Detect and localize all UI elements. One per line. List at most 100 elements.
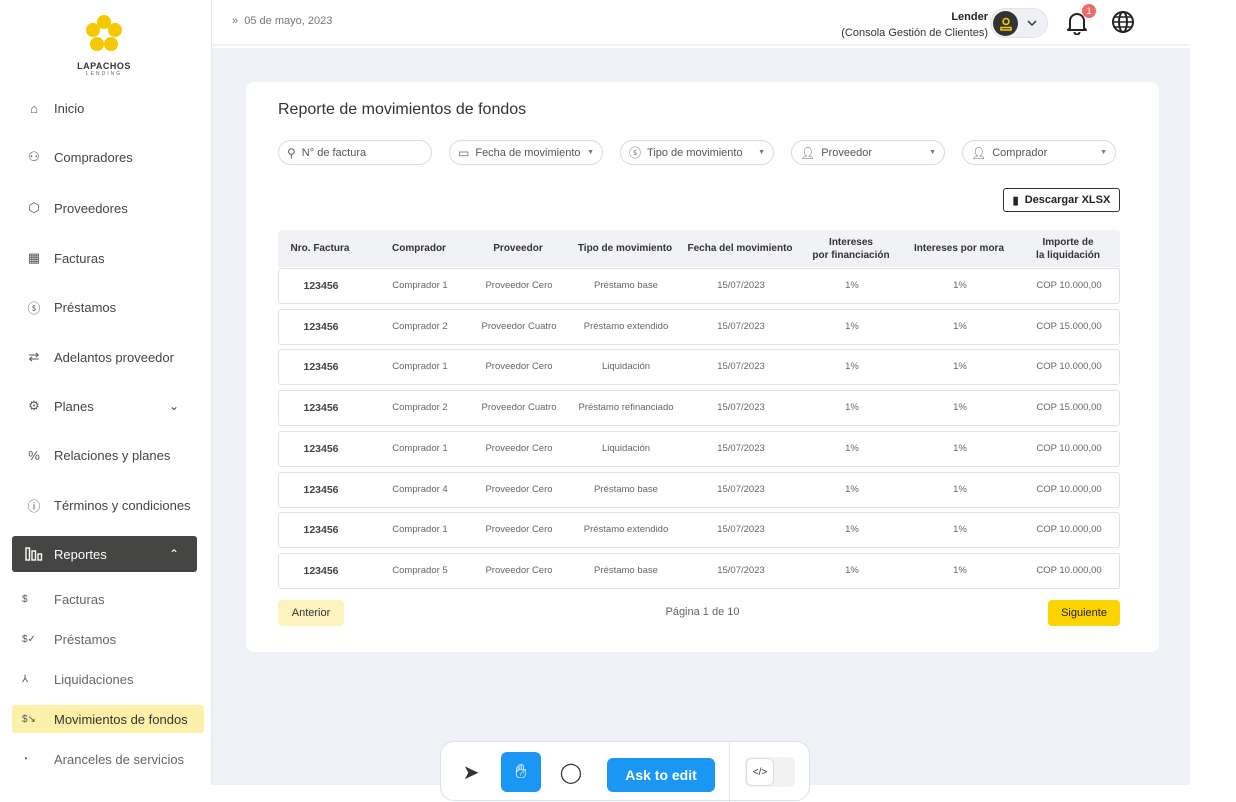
expand-icon[interactable]: » — [232, 15, 239, 27]
brand-tagline: LENDING — [85, 71, 123, 77]
search-icon: ⚲ — [287, 145, 296, 160]
sidebar-item-8[interactable]: ⓘ Términos y condiciones — [12, 487, 197, 523]
arrows-icon: ⇄ — [28, 349, 40, 364]
table-cell: 123456 — [303, 524, 339, 537]
previous-button[interactable]: Anterior — [278, 600, 344, 626]
dropdown-arrow-icon: ▼ — [1100, 149, 1107, 156]
column-header: Tipo de movimiento — [578, 242, 672, 255]
sidebar-subitem-3[interactable]: $↘ Movimientos de fondos — [12, 705, 204, 733]
table-cell: 1% — [845, 524, 859, 536]
cursor-icon[interactable]: ➤ — [462, 761, 480, 784]
bell-icon[interactable] — [1066, 11, 1088, 35]
sidebar-item-1[interactable]: ⚇ Compradores — [12, 139, 197, 175]
table-row[interactable]: 123456 Comprador 4 Proveedor Cero Préstamo … — [278, 471, 1120, 508]
calendar-icon: ▭ — [458, 145, 470, 160]
user-avatar-icon — [993, 11, 1018, 36]
percent-icon: % — [28, 447, 40, 463]
ask-to-edit-button[interactable]: Ask to edit — [607, 758, 715, 792]
sidebar-item-label: Planes — [54, 398, 94, 414]
filter-1[interactable]: ▭ Fecha de movimiento ▼ — [449, 140, 603, 165]
table-cell: 15/07/2023 — [717, 442, 765, 454]
logo: LAPACHOS LENDING — [72, 14, 136, 77]
table-cell: 1% — [845, 483, 859, 495]
sidebar-item-5[interactable]: ⇄ Adelantos proveedor — [12, 339, 197, 375]
table-row[interactable]: 123456 Comprador 1 Proveedor Cero Liquidaci… — [278, 430, 1120, 467]
user-menu[interactable] — [990, 8, 1048, 38]
sidebar-subitem-4[interactable]: ◔ Aranceles de servicios — [12, 745, 204, 773]
filter-4[interactable]: 👤︎ Comprador ▼ — [962, 140, 1116, 165]
table-cell: 15/07/2023 — [717, 564, 765, 576]
table-cell: Proveedor Cero — [485, 442, 553, 454]
users-icon: ⚇ — [28, 149, 40, 164]
column-header: Intereses por mora — [914, 242, 1004, 255]
filter-0[interactable]: ⚲ N° de factura — [278, 140, 432, 165]
table-cell: 15/07/2023 — [717, 320, 765, 332]
code-toggle[interactable]: </> — [745, 757, 795, 787]
column-header-text: Importe de la liquidación — [1036, 236, 1100, 261]
table-cell: 1% — [953, 280, 967, 291]
date-text: 05 de mayo, 2023 — [244, 15, 333, 27]
comment-icon[interactable]: ◯ — [559, 761, 583, 784]
sidebar-item-3[interactable]: ▦ Facturas — [12, 240, 197, 276]
current-date: » 05 de mayo, 2023 — [232, 15, 332, 27]
table-cell: 123456 — [303, 361, 339, 374]
table-cell: 1% — [845, 402, 859, 414]
table-cell: 1% — [845, 361, 859, 373]
table-cell: Préstamo base — [594, 564, 658, 576]
table-cell: 1% — [953, 402, 967, 414]
sidebar-item-9[interactable]: Reportes ⌃ — [12, 536, 197, 572]
table-cell: Proveedor Cero — [485, 564, 553, 576]
table-cell: Liquidación — [601, 361, 651, 373]
sidebar-item-label: Inicio — [54, 100, 85, 116]
sidebar-item-label: Facturas — [54, 250, 105, 266]
filter-3[interactable]: 👤︎ Proveedor ▼ — [791, 140, 945, 165]
table-row[interactable]: 123456 Comprador 2 Proveedor Cuatro Préstam… — [278, 308, 1120, 345]
sidebar-subitem-0[interactable]: $ Facturas — [12, 585, 204, 613]
notification-badge: 1 — [1082, 4, 1096, 18]
sidebar: LAPACHOS LENDING ⌂ Inicio ⚇ Compradores ⬡ Pro… — [0, 0, 212, 785]
table-cell: Préstamo extendido — [583, 524, 669, 536]
table-row[interactable]: 123456 Comprador 1 Proveedor Cero Préstamo … — [278, 512, 1120, 549]
sidebar-item-0[interactable]: ⌂ Inicio — [12, 90, 197, 126]
table-row[interactable]: 123456 Comprador 1 Proveedor Cero Préstamo … — [278, 268, 1120, 304]
dropdown-arrow-icon: ▼ — [587, 149, 594, 156]
sidebar-item-6[interactable]: ⚙ Planes ⌄ — [12, 388, 197, 424]
table-cell: Proveedor Cuatro — [481, 320, 557, 332]
table-cell: Comprador 1 — [392, 280, 448, 291]
download-xlsx-button[interactable]: ▮ Descargar XLSX — [1003, 188, 1120, 212]
sidebar-subitem-1[interactable]: $✓ Préstamos — [12, 625, 204, 653]
sidebar-item-label: Préstamos — [54, 299, 117, 315]
next-button[interactable]: Siguiente — [1048, 600, 1120, 626]
column-header: Fecha del movimiento — [687, 242, 792, 255]
filter-label: Proveedor — [821, 146, 872, 159]
globe-icon[interactable] — [1111, 10, 1135, 34]
table-cell: Comprador 2 — [392, 402, 448, 414]
sidebar-item-2[interactable]: ⬡ Proveedores — [12, 190, 197, 226]
filter-2[interactable]: ⓢ Tipo de movimiento ▼ — [620, 140, 774, 165]
alert-circle-icon: ⓘ — [27, 498, 41, 514]
bar-chart-icon — [22, 547, 46, 561]
hand-icon[interactable]: ✋︎ — [501, 752, 541, 792]
table-row[interactable]: 123456 Comprador 2 Proveedor Cuatro Préstam… — [278, 390, 1120, 427]
table-cell: COP 15.000,00 — [1036, 320, 1102, 332]
sidebar-subitem-2[interactable]: ⅄ Liquidaciones — [12, 665, 204, 693]
table-cell: COP 15.000,00 — [1036, 402, 1102, 414]
user-icon: 👤︎ — [971, 145, 987, 160]
table-row[interactable]: 123456 Comprador 1 Proveedor Cero Liquidaci… — [278, 349, 1120, 386]
column-header: Importe de la liquidación — [1036, 236, 1100, 262]
receipt-icon: $ — [22, 593, 28, 605]
table-cell: Proveedor Cero — [485, 361, 553, 373]
table-cell: 123456 — [303, 442, 339, 455]
box-icon: ⬡ — [28, 200, 40, 215]
report-card: Reporte de movimientos de fondos ⚲ N° de … — [246, 82, 1159, 652]
code-icon: </> — [746, 758, 774, 786]
sidebar-item-7[interactable]: % Relaciones y planes — [12, 437, 197, 473]
dollar-check-icon: $✓ — [22, 633, 36, 645]
sidebar-item-4[interactable]: ⓢ Préstamos — [12, 289, 197, 325]
table-cell: COP 10.000,00 — [1036, 361, 1102, 373]
sidebar-item-label: Reportes — [54, 546, 107, 562]
page-title: Reporte de movimientos de fondos — [278, 101, 527, 118]
nodes-icon: ⅄ — [22, 673, 29, 685]
table-cell: 15/07/2023 — [717, 402, 765, 414]
table-row[interactable]: 123456 Comprador 5 Proveedor Cero Préstamo … — [278, 552, 1120, 589]
